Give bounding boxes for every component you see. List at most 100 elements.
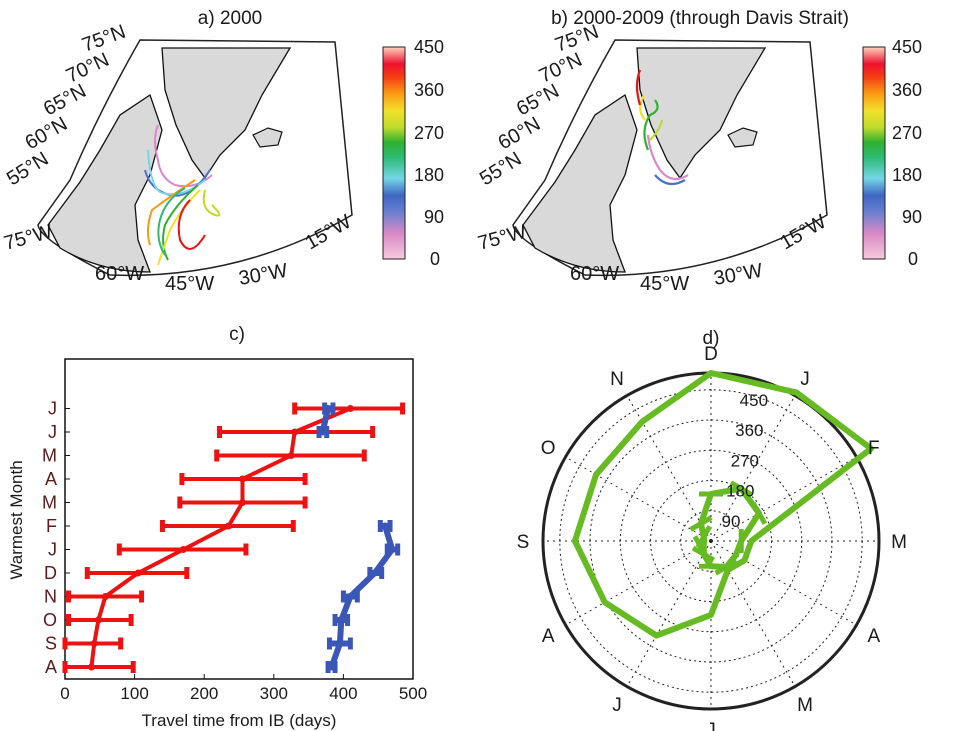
panel-b-lat-label: 65°N [513,80,563,120]
panel-a-cb-tick: 360 [414,80,444,100]
polar-r-label: 90 [722,512,741,531]
polar-error-cap [714,559,738,576]
y-tick-label: O [43,610,57,630]
polar-month-label: J [706,720,716,731]
y-tick-label: J [48,540,57,560]
polar-month-label: D [704,344,718,365]
data-point [291,428,299,436]
panel-b-lon-label: 30°W [712,260,764,290]
polar-month-label: J [612,695,622,716]
panel-a: a) 2000 450 360 270 180 90 0 75°N 70°N 6… [2,8,444,295]
panel-a-land-iceland [252,127,283,148]
panel-b-lat-label: 55°N [476,148,526,190]
panel-a-lon-label: 60°W [95,263,144,285]
panel-b-title: b) 2000-2009 (through Davis Strait) [551,8,849,29]
polar-month-label: M [891,532,907,553]
data-point [346,405,354,412]
panel-b-cb-tick: 90 [902,207,922,227]
data-point [337,616,345,624]
panel-c-title: c) [229,324,245,345]
y-tick-label: J [48,399,57,419]
panel-a-land-greenland [161,47,292,180]
panel-a-lat-label: 55°N [3,148,53,190]
x-tick-label: 400 [329,684,357,703]
polar-r-label: 180 [726,482,754,501]
panel-b-land-greenland [636,47,767,180]
polar-spoke [565,456,712,542]
series-line [319,407,332,433]
y-tick-label: F [46,516,57,536]
panel-b-lon-label: 75°W [476,221,529,255]
polar-error-cap [692,535,709,559]
data-point [238,475,246,483]
panel-a-cb-tick: 450 [414,37,444,57]
data-point [225,522,233,530]
polar-month-label: S [517,532,530,553]
polar-r-label: 360 [735,421,763,440]
polar-error-cap [695,525,712,549]
panel-b-lon-label: 45°W [640,273,689,295]
data-point [94,616,102,624]
polar-spoke [710,395,796,542]
panel-d-title: d) [703,328,720,349]
panel-d-series [571,370,875,639]
panel-b-land-west [522,93,638,273]
panel-b-cb-tick: 270 [892,123,922,143]
panel-a-lon-label: 30°W [237,260,289,290]
panel-a-title: a) 2000 [198,8,262,29]
panel-c-axes [64,358,414,680]
panel-d-labels: D J F M A M J J A S O N 90 180 270 360 450 [517,344,907,731]
data-point [319,428,327,436]
polar-month-label: N [610,369,624,390]
y-tick-label: A [45,469,57,489]
panel-c-series [62,402,406,673]
y-tick-label: N [44,587,57,607]
panel-a-trajectories [144,124,221,266]
data-point [381,522,389,530]
polar-month-label: M [797,695,813,716]
panel-b-lat-label: 60°N [495,113,545,154]
y-tick-label: M [42,493,57,513]
panel-b-cb-tick: 0 [908,249,918,269]
panel-a-colorbar [382,46,406,260]
polar-spoke [565,540,712,626]
panel-b-colorbar [862,46,886,260]
panel-d-grid [541,371,881,711]
panel-d: d) D J F M A M J J A S O N 90 180 270 360 450 [517,328,907,731]
panel-a-cb-tick: 180 [414,165,444,185]
polar-month-label: J [800,369,810,390]
panel-a-lat-label: 60°N [22,113,72,154]
polar-spoke [626,395,712,542]
polar-r-label: 450 [740,391,768,410]
panel-a-lat-label: 65°N [40,80,90,120]
data-point [287,452,295,459]
data-point [324,405,332,412]
panel-b-cb-tick: 360 [892,80,922,100]
panel-c-xlabel: Travel time from IB (days) [142,711,337,730]
panel-a-lon-label: 45°W [165,273,214,295]
polar-month-label: A [867,626,880,647]
polar-month-label: O [541,438,556,459]
panel-a-cb-tick: 0 [430,249,440,269]
polar-month-label: A [542,626,555,647]
panel-a-land-west [47,93,163,273]
x-tick-label: 0 [60,684,69,703]
panel-b-lon-label: 60°W [570,263,619,285]
y-tick-label: J [48,422,57,442]
polar-r-label: 270 [731,451,759,470]
panel-b-cb-tick: 450 [892,37,922,57]
x-tick-label: 500 [399,684,427,703]
polar-error-cap [689,515,713,532]
polar-spoke [710,456,857,542]
data-point [87,663,95,671]
series-line [89,406,352,668]
panel-a-cb-tick: 90 [424,207,444,227]
panel-b-trajectories [635,69,689,186]
x-tick-label: 300 [260,684,288,703]
y-tick-label: M [42,446,57,466]
data-point [179,546,187,553]
polar-spoke [710,540,857,626]
